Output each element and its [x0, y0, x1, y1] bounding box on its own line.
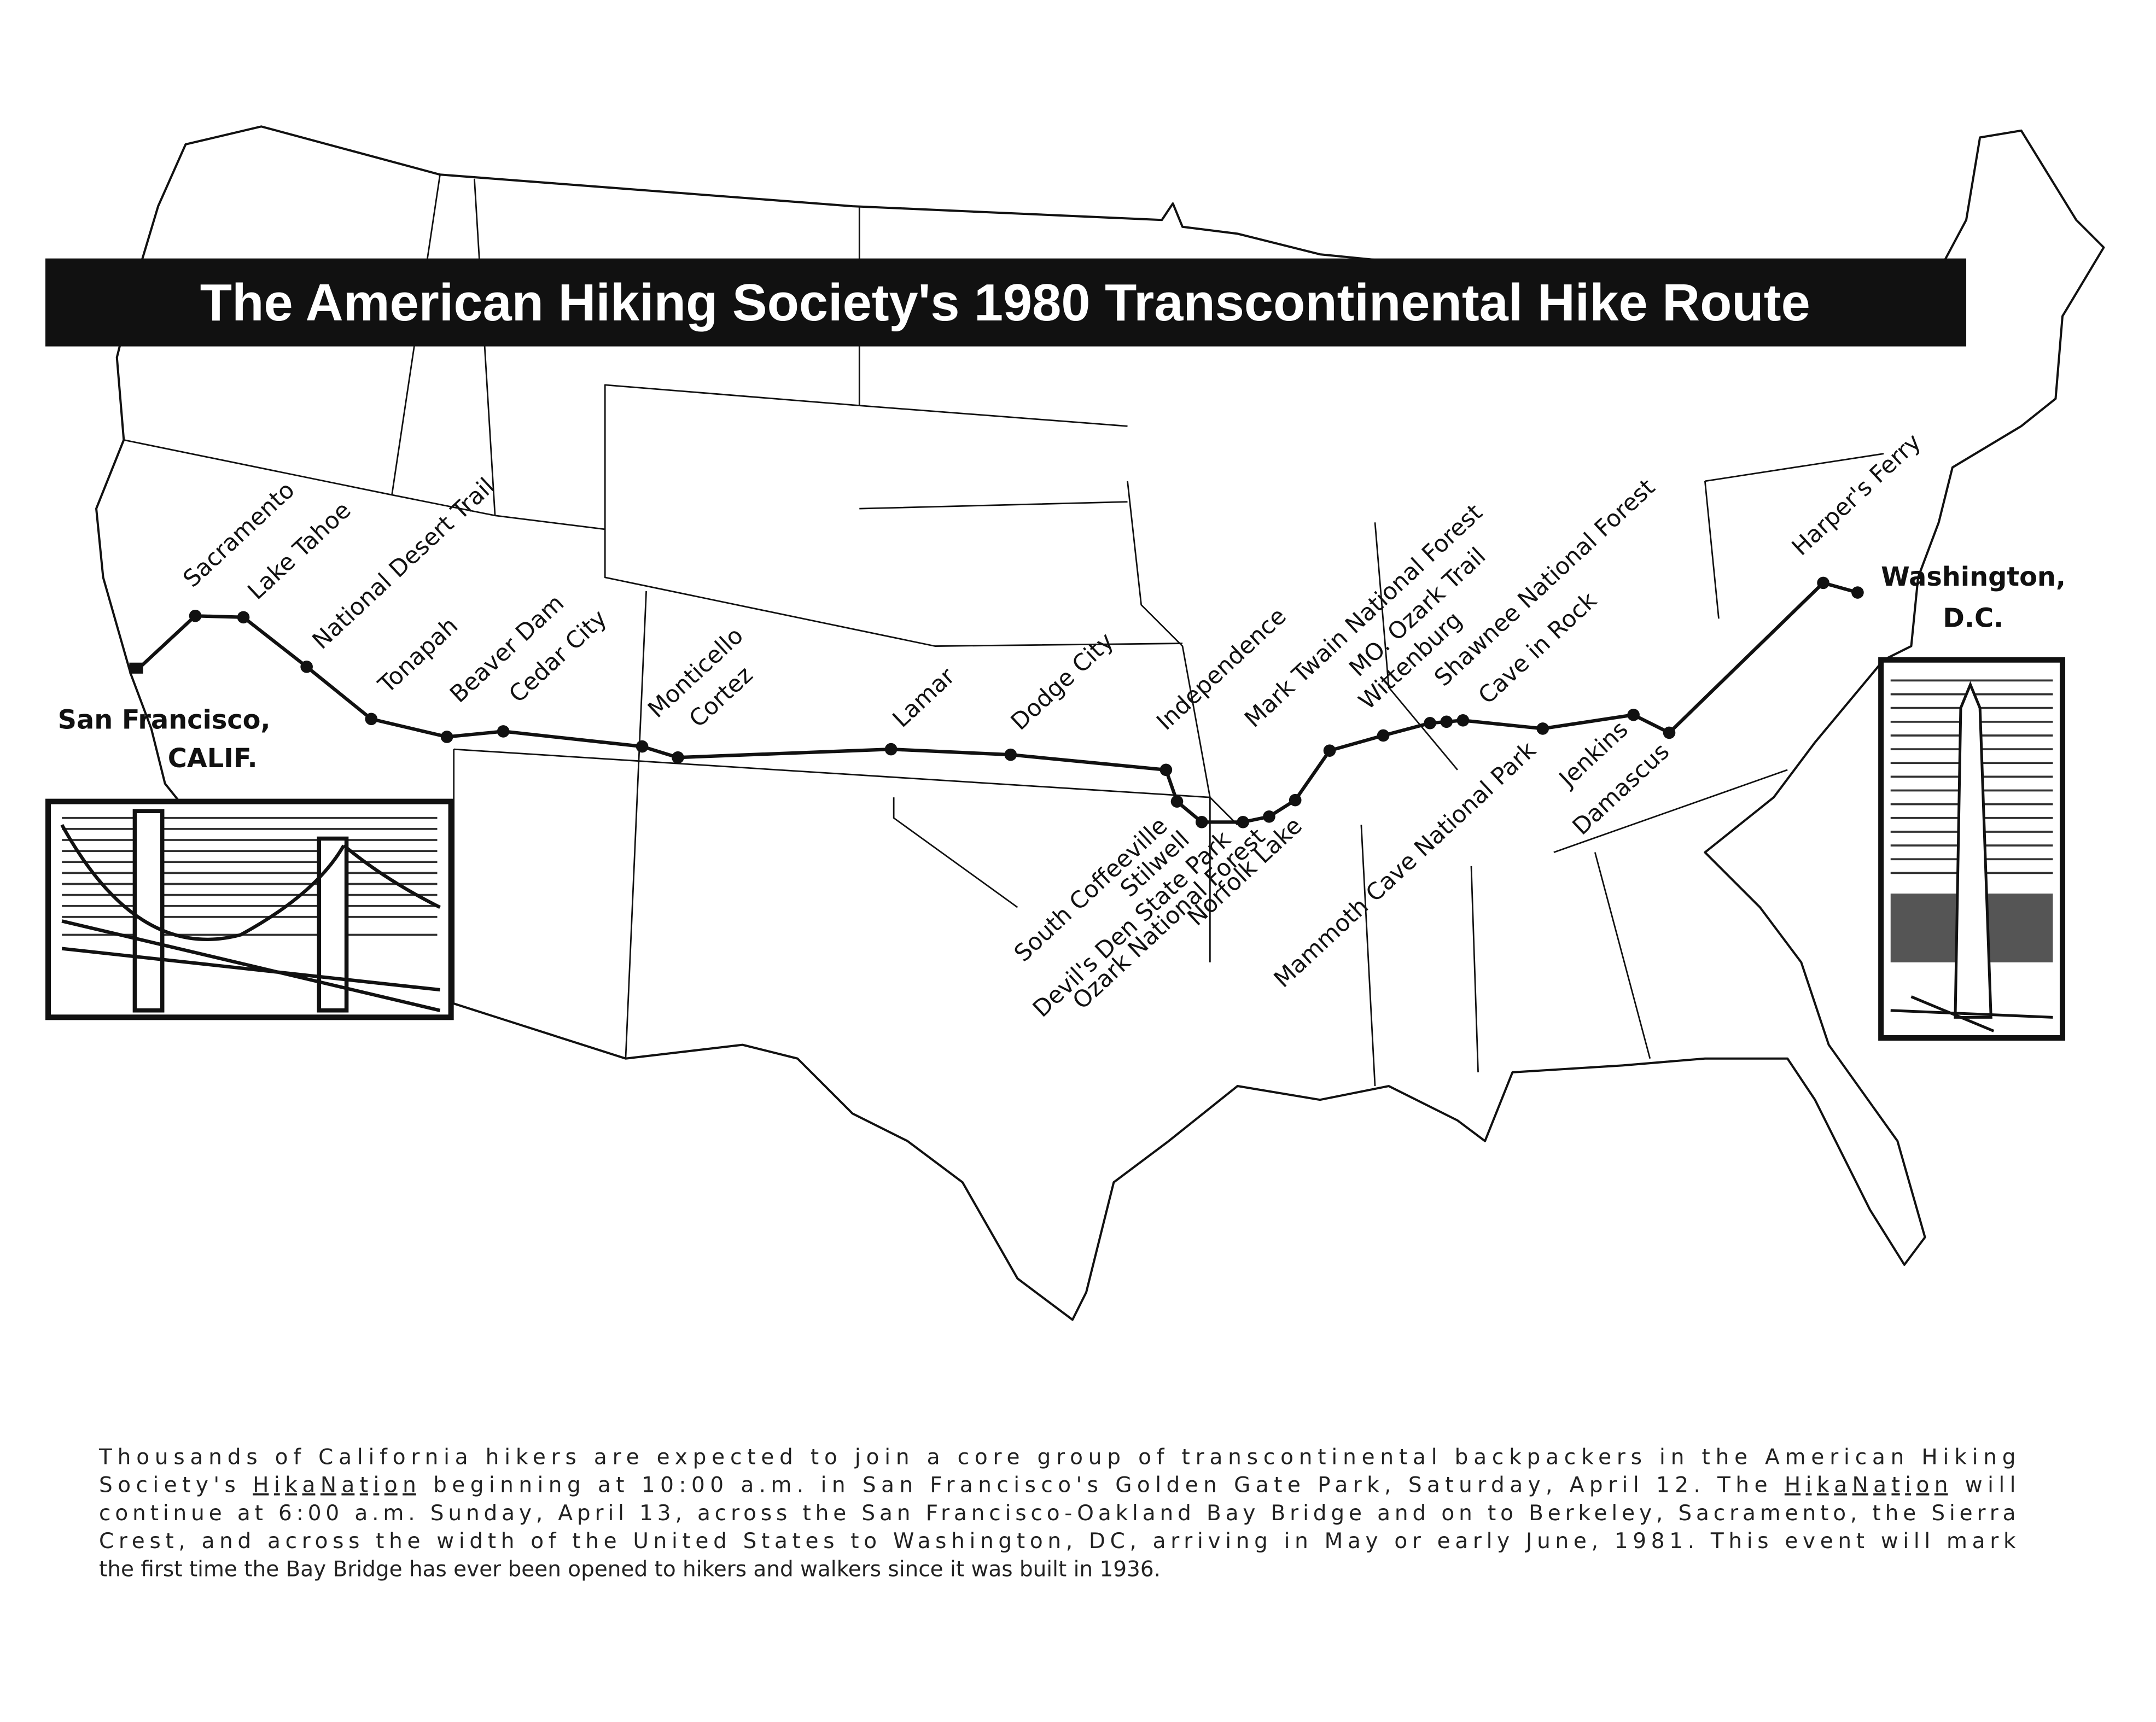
stop-point	[1170, 795, 1184, 808]
stop-point	[300, 660, 313, 673]
stop-point	[1456, 714, 1470, 727]
stop-point	[497, 725, 510, 738]
stop-point	[237, 611, 250, 624]
stop-point	[1440, 715, 1453, 728]
caption-text: HikaNation	[253, 1473, 416, 1498]
caption-text: Society's	[99, 1473, 248, 1498]
stop-point	[1323, 744, 1336, 757]
stop-point	[1424, 717, 1436, 729]
origin-region: CALIF.	[168, 744, 258, 774]
stop-point	[636, 740, 649, 753]
stop-point	[1627, 708, 1640, 721]
stop-point	[189, 609, 202, 622]
stop-point	[365, 713, 378, 726]
origin-point	[129, 662, 143, 674]
destination-name: Washington,	[1881, 562, 2066, 592]
stop-point	[1004, 748, 1017, 761]
stop-point	[672, 751, 684, 764]
stop-point	[884, 743, 898, 756]
stop-point	[1237, 816, 1249, 828]
destination-point	[1851, 586, 1864, 599]
monument-inset	[1878, 657, 2066, 1041]
title: The American Hiking Society's 1980 Trans…	[200, 274, 1810, 332]
stop-point	[1536, 722, 1549, 735]
stop-point	[1663, 726, 1676, 739]
destination-region: D.C.	[1943, 603, 2003, 633]
bridge-inset	[45, 798, 454, 1020]
caption-line: Society's HikaNation beginning at 10:00 …	[99, 1473, 2015, 1498]
title-banner	[45, 258, 1967, 347]
caption-line: the first time the Bay Bridge has ever b…	[99, 1557, 1161, 1582]
stop-point	[1289, 793, 1302, 807]
stop-point	[1263, 810, 1275, 823]
stop-point	[1817, 576, 1829, 589]
stop-point	[1195, 816, 1208, 828]
stop-point	[1377, 729, 1390, 742]
stop-point	[1159, 763, 1173, 777]
caption-line: Thousands of California hikers are expec…	[98, 1445, 2015, 1469]
caption-text: the first time the Bay Bridge has ever b…	[99, 1557, 1161, 1582]
stop-point	[440, 731, 453, 743]
caption-text: HikaNation	[1785, 1473, 1948, 1498]
origin-name: San Francisco,	[58, 705, 271, 735]
caption-text: Thousands of California hikers are expec…	[98, 1445, 2015, 1469]
